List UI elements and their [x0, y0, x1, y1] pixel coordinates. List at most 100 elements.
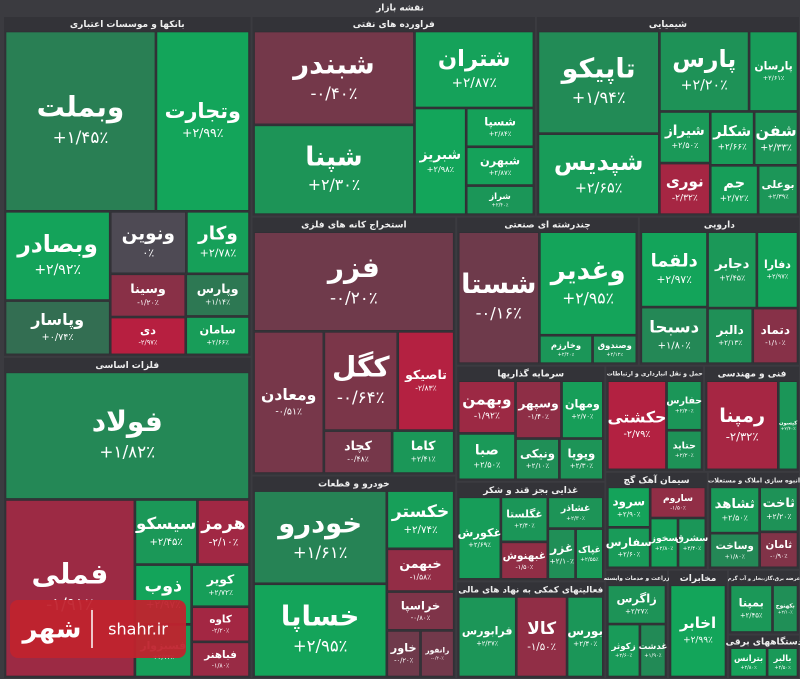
stock-tile — [398, 332, 454, 430]
sector: مخابرات اخابر +۲/۹۹٪ — [668, 570, 727, 678]
stock-change: +۲/۸۰٪ — [740, 665, 757, 671]
stock-tile — [667, 381, 702, 430]
stock-name: دالبر — [716, 323, 744, 337]
stock-tile — [650, 487, 706, 518]
stock-tile — [710, 166, 758, 214]
stock-name: کالا — [527, 618, 556, 638]
stock-name: وتجارت — [165, 99, 241, 123]
sector: دارویی دلقما +۲/۹۷٪ دسبحا +۱/۸۰٪ دجابر+۲/۴۵٪ د… — [639, 217, 799, 365]
stock-change: +۲/۱۰٪ — [778, 610, 794, 616]
stock-tile — [567, 597, 603, 677]
stock-name: وسینا — [130, 281, 166, 296]
stock-name: اخابر — [679, 614, 716, 632]
stock-name: وساخت — [716, 541, 754, 552]
stock-change: -۰/۸۰٪ — [411, 614, 431, 622]
stock-name: غگلستا — [506, 508, 542, 521]
stock-name: کاوه — [209, 614, 231, 626]
sector: استخراج کانه های فلزی فزر -۰/۲۰٪ ومعادن -۰/۵… — [252, 217, 456, 475]
stock-tile — [560, 439, 603, 480]
sector: حمل و نقل انبارداری و ارتباطات حکشتی -۲/۷۹… — [606, 366, 704, 471]
stock-name: دجابر — [714, 257, 750, 272]
chart-title: نقشه بازار — [375, 4, 424, 14]
stock-name: دسبحا — [649, 317, 699, 336]
stock-change: +۲/۱۰٪ — [526, 461, 550, 470]
stock-name: خکستر — [391, 502, 449, 522]
stock-name: دتماد — [761, 323, 791, 337]
stock-tile — [548, 529, 575, 579]
stock-tile — [192, 642, 249, 677]
sector: دستگاههای برقی بترانس+۲/۸۰٪ بالبر+۲/۵۰٪ — [726, 635, 800, 678]
sector-title: سرمایه گذاریها — [497, 368, 564, 380]
sector-title: دستگاههای برقی — [726, 636, 800, 648]
stock-tile — [758, 166, 798, 214]
stock-name: فملی — [32, 558, 109, 591]
stock-name: سخوز — [650, 533, 678, 544]
stock-change: +۲/۳۰٪ — [308, 175, 361, 194]
stock-change: +۲/۷۸٪ — [200, 247, 237, 260]
stock-change: -۱/۹۲٪ — [474, 411, 500, 422]
stock-name: کگل — [332, 350, 390, 383]
stock-change: +۲/۵۰٪ — [671, 140, 698, 150]
stock-tile — [576, 529, 603, 579]
stock-tile — [254, 584, 387, 677]
stock-tile — [710, 112, 754, 165]
stock-tile — [678, 518, 706, 568]
stock-change: +۱/۱۴٪ — [205, 298, 230, 307]
stock-tile — [754, 112, 798, 165]
stock-name: غکورش — [458, 525, 502, 539]
stock-change: +۲/۹۰٪ — [617, 509, 641, 518]
stock-change: +۲/۴۰٪ — [514, 523, 535, 530]
stock-tile — [562, 381, 603, 438]
stock-change: +۱/۶۱٪ — [293, 543, 348, 562]
stock-change: +۲/۳۹٪ — [767, 192, 789, 200]
stock-name: وصندوق — [598, 340, 632, 351]
watermark: شهر shahr.ir — [10, 600, 186, 658]
stock-name: وسپهر — [517, 397, 558, 411]
stock-tile — [757, 232, 798, 308]
stock-name: بالبر — [773, 653, 792, 664]
stock-change: +۲/۳۰٪ — [566, 516, 585, 522]
stock-name: فرابورس — [462, 625, 513, 638]
stock-change: +۲/۶۹٪ — [468, 541, 491, 549]
stock-name: پارسان — [754, 59, 792, 72]
stock-name: شبهرن — [480, 154, 520, 168]
stock-name: وپارس — [197, 281, 239, 296]
stock-name: فباهنر — [203, 649, 237, 661]
sector-title: استخراج کانه های فلزی — [301, 221, 406, 231]
stock-name: شپنا — [305, 141, 362, 172]
stock-tile — [186, 274, 249, 316]
stock-name: فزر — [326, 251, 380, 284]
stock-name: وکار — [197, 223, 238, 244]
stock-name: حفارس — [666, 396, 702, 407]
stock-name: ذوب — [144, 577, 182, 597]
stock-change: +۱/۸۲٪ — [99, 441, 155, 461]
stock-name: وبملت — [37, 91, 125, 124]
stock-change: +۲/۹۹٪ — [182, 125, 223, 140]
stock-tile — [767, 648, 798, 677]
stock-name: سامان — [200, 324, 236, 337]
stock-tile — [660, 112, 710, 163]
sector-title: خودرو و قطعات — [318, 480, 390, 490]
stock-tile — [466, 147, 534, 185]
stock-tile — [730, 648, 767, 677]
stock-change: +۲/۷۰٪ — [571, 412, 594, 420]
stock-name: ونیکی — [520, 446, 555, 461]
stock-tile — [706, 381, 778, 470]
stock-change: -۲/۳۲٪ — [726, 429, 759, 443]
sector-title: فعالیتهای کمکی به نهاد های مالی — [458, 585, 603, 595]
stock-change: +۱/۸۰٪ — [658, 340, 691, 351]
stock-change: +۲/۳۳٪ — [760, 142, 792, 153]
stock-tile — [670, 585, 726, 677]
stock-name: فولاد — [92, 405, 163, 438]
stock-change: +۲/۳۰٪ — [570, 461, 594, 470]
stock-change: -۱/۵۸٪ — [410, 573, 431, 582]
stock-name: ثاخت — [763, 496, 795, 511]
stock-change: -۱/۲۰٪ — [137, 298, 159, 307]
stock-tile — [708, 308, 753, 363]
stock-tile — [254, 491, 387, 584]
stock-change: +۲/۷۲٪ — [720, 194, 749, 204]
stock-tile — [660, 31, 749, 111]
stock-name: ومهان — [565, 398, 600, 411]
sector-title: بانکها و موسسات اعتباری — [70, 20, 185, 30]
